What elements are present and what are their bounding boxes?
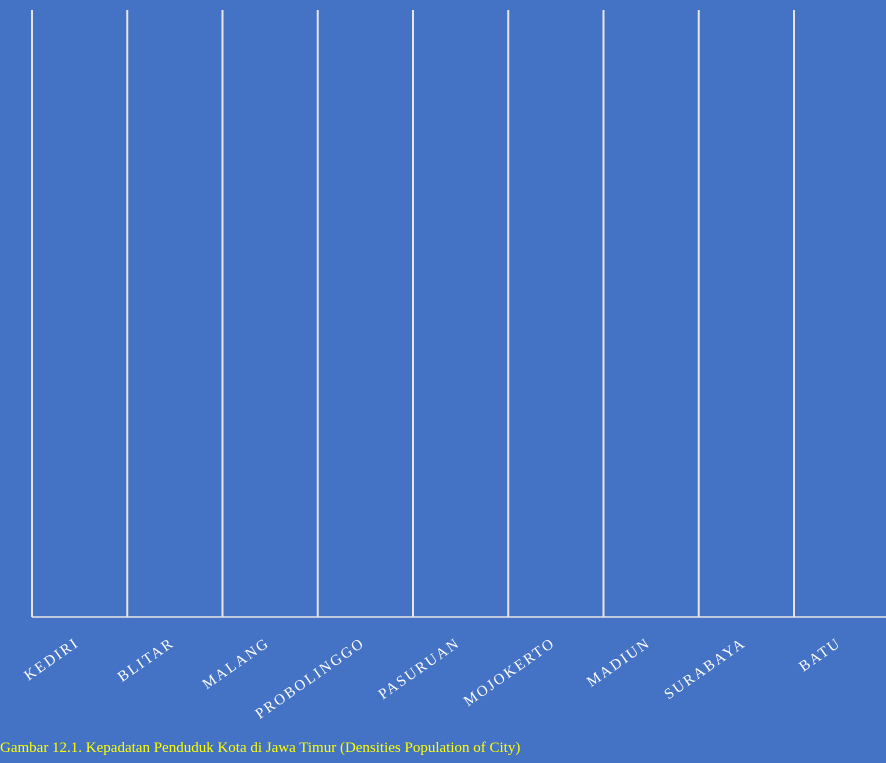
- caption: Gambar 12.1. Kepadatan Penduduk Kota di …: [0, 740, 520, 756]
